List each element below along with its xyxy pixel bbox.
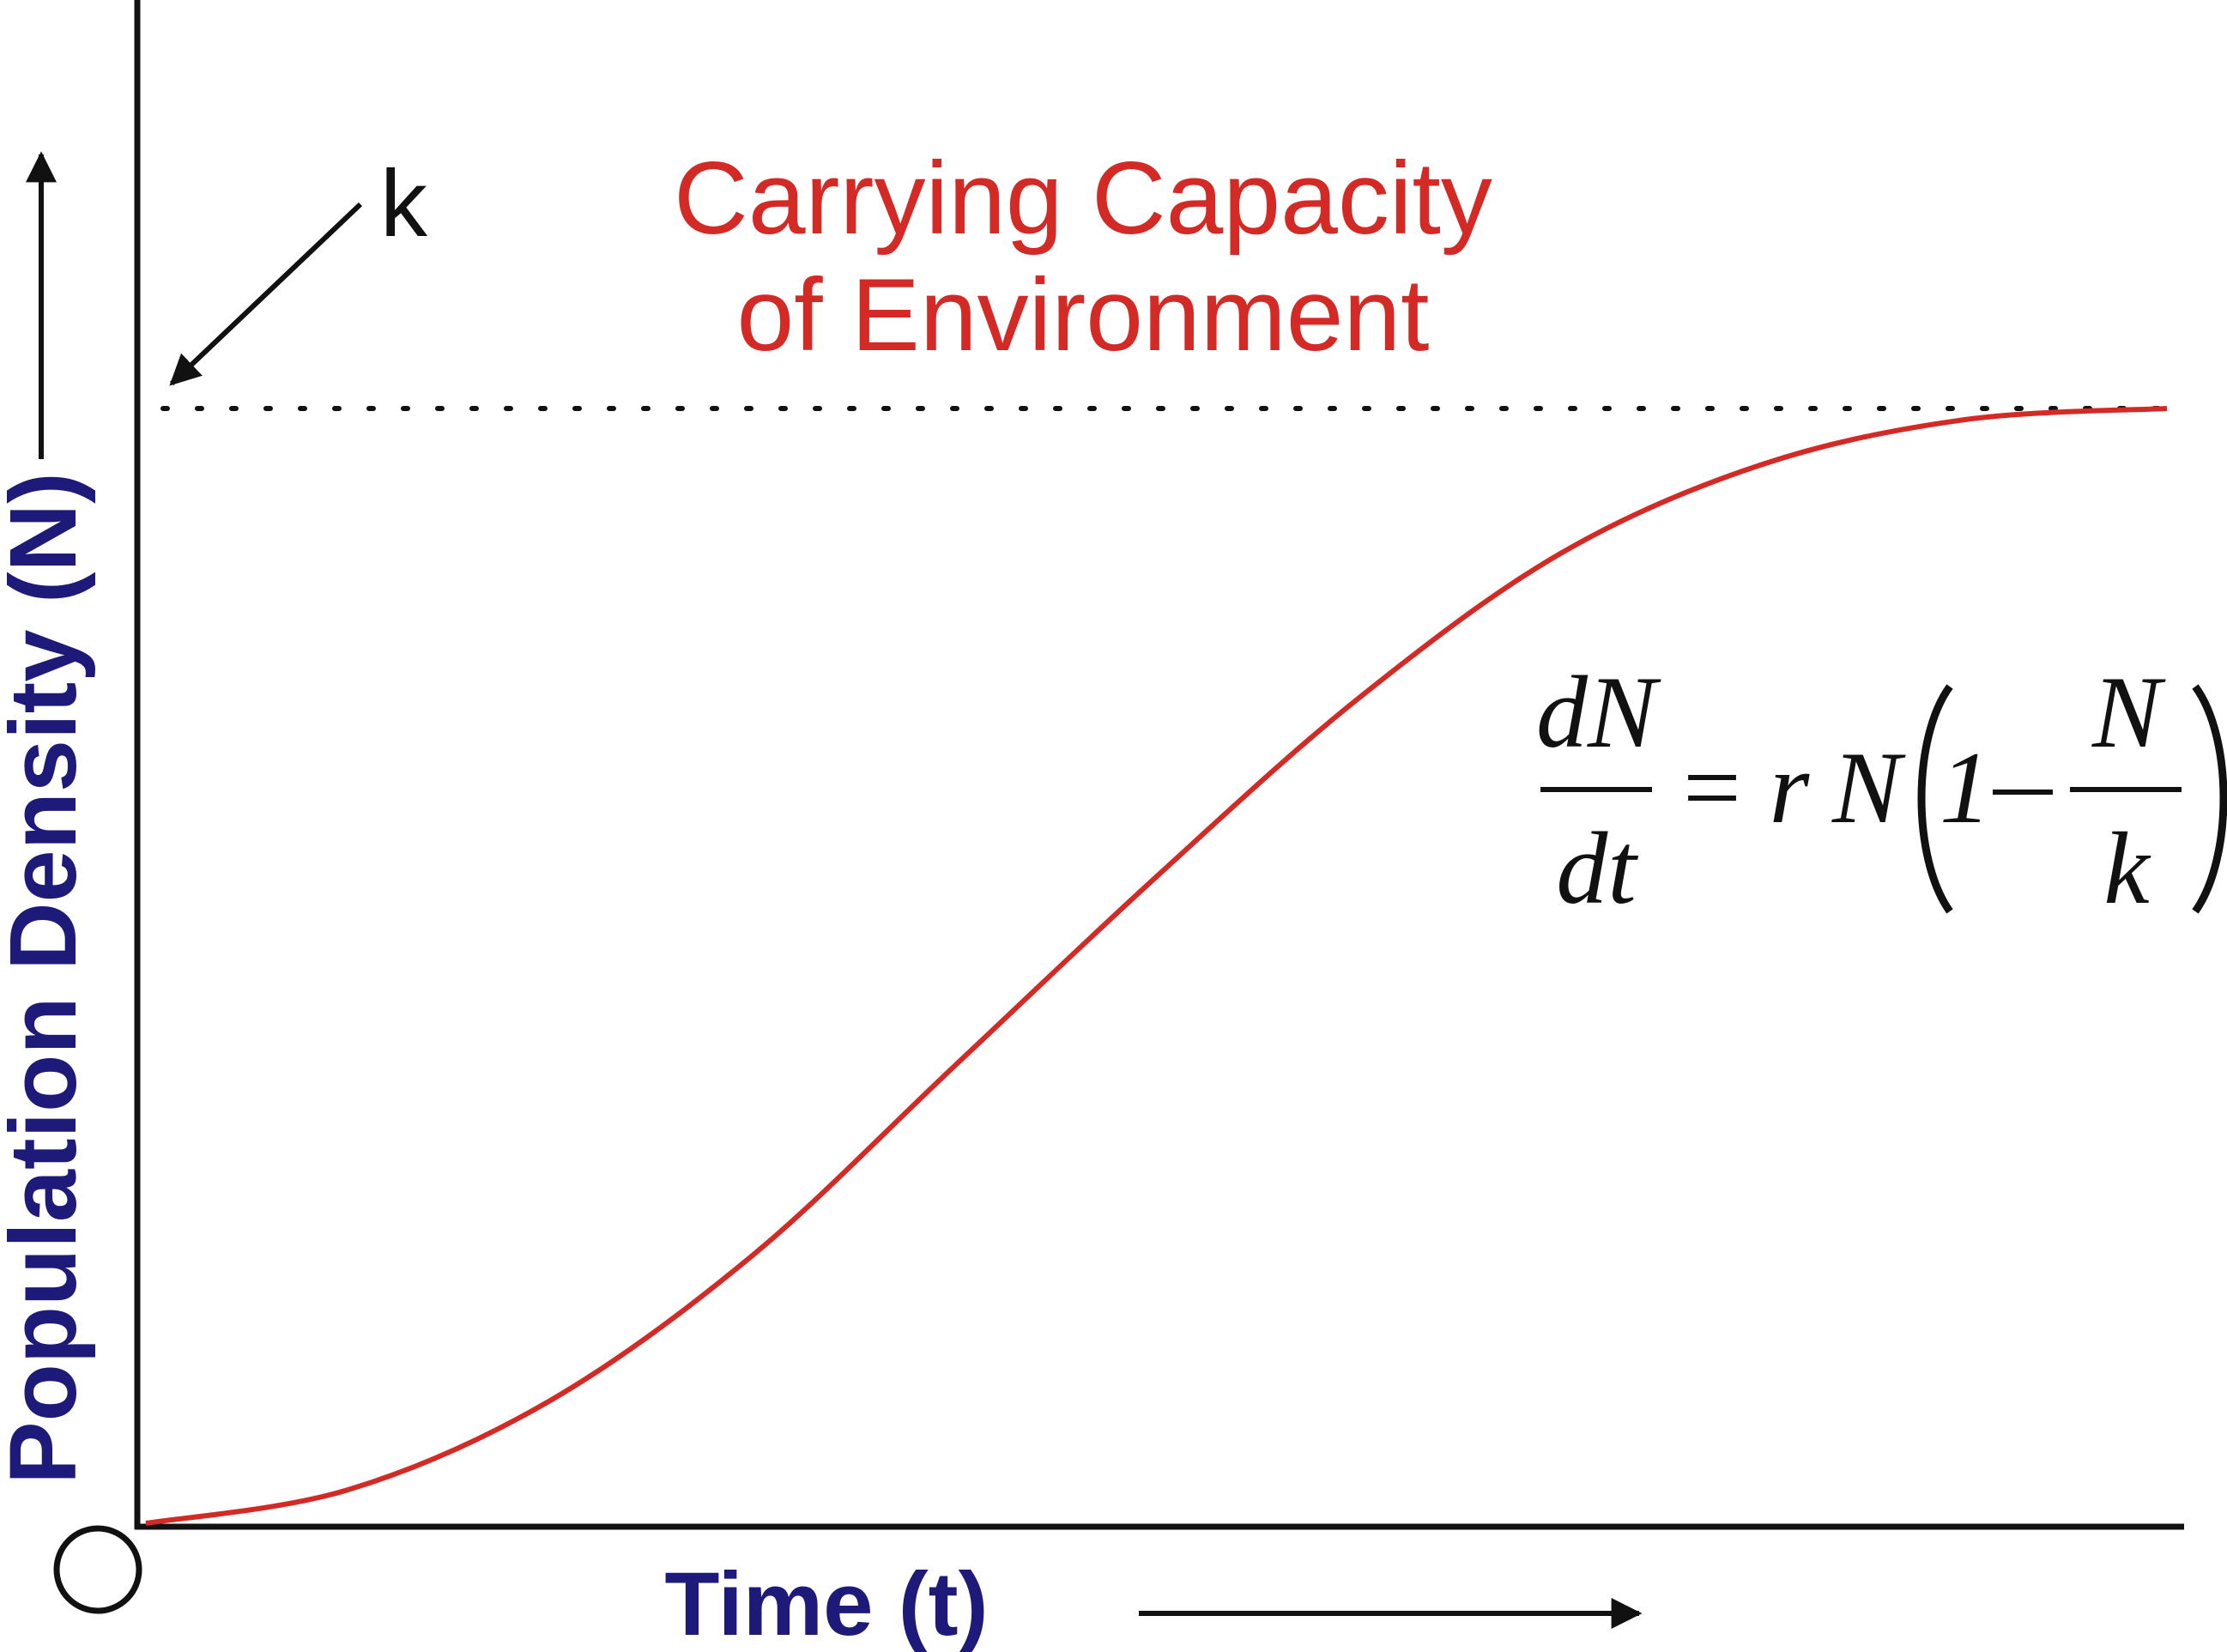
logistic-equation: dN dt = r N 1 N k: [1536, 655, 2227, 925]
x-axis-label: Time (t): [664, 1554, 988, 1652]
capacity-title-line2: of Environment: [736, 257, 1429, 372]
k-marker-label: k: [380, 151, 428, 257]
eq-equals: =: [1683, 730, 1741, 844]
eq-lhs-denominator: dt: [1556, 811, 1638, 925]
eq-frac-denominator: k: [2103, 811, 2151, 925]
eq-one: 1: [1940, 730, 1991, 844]
logistic-curve: [145, 406, 2168, 1526]
eq-n: N: [1831, 730, 1906, 844]
k-pointer-arrow: [169, 202, 363, 386]
eq-r: r: [1770, 730, 1811, 844]
y-axis-label: Population Density (N): [0, 472, 96, 1484]
origin-circle: [53, 1525, 142, 1614]
eq-left-paren: [1917, 684, 1953, 914]
eq-lhs-numerator: dN: [1536, 655, 1661, 769]
eq-right-paren: [2192, 684, 2227, 914]
capacity-title-line1: Carrying Capacity: [674, 141, 1492, 256]
eq-frac-numerator: N: [2091, 655, 2166, 769]
